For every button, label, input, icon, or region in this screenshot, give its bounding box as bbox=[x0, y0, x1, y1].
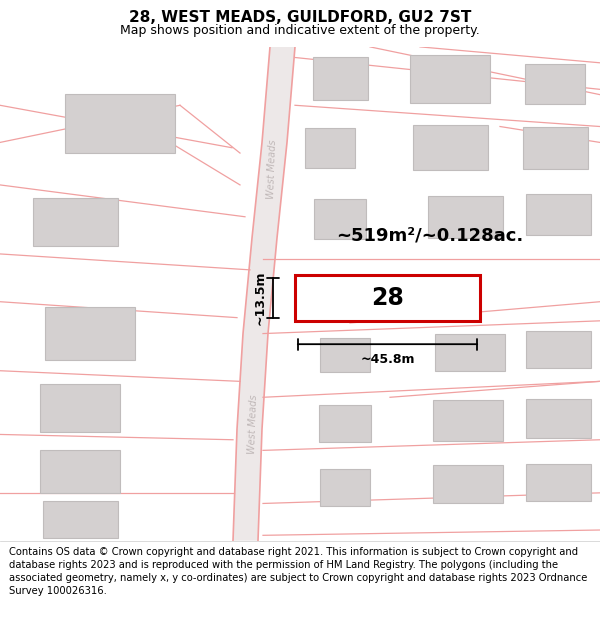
Bar bbox=[525, 64, 585, 104]
Bar bbox=[313, 58, 367, 100]
Bar bbox=[40, 384, 120, 432]
Bar bbox=[65, 94, 175, 152]
Bar bbox=[314, 199, 366, 239]
Bar bbox=[40, 451, 120, 493]
Text: ~13.5m: ~13.5m bbox=[254, 271, 267, 325]
Bar bbox=[320, 338, 370, 372]
Text: ~519m²/~0.128ac.: ~519m²/~0.128ac. bbox=[337, 227, 524, 245]
Text: 28, WEST MEADS, GUILDFORD, GU2 7ST: 28, WEST MEADS, GUILDFORD, GU2 7ST bbox=[129, 10, 471, 25]
Bar bbox=[305, 127, 355, 168]
Bar bbox=[45, 307, 135, 360]
Bar bbox=[43, 501, 118, 538]
Bar bbox=[320, 469, 370, 506]
Bar bbox=[433, 401, 503, 441]
Bar bbox=[433, 465, 503, 504]
Bar bbox=[523, 126, 587, 169]
Bar bbox=[295, 275, 480, 321]
Text: ~45.8m: ~45.8m bbox=[360, 352, 415, 366]
Bar bbox=[410, 55, 490, 102]
Bar bbox=[32, 198, 118, 246]
Bar bbox=[526, 464, 590, 501]
Bar bbox=[427, 196, 503, 238]
Bar bbox=[526, 331, 590, 368]
Polygon shape bbox=[233, 47, 295, 541]
Text: Map shows position and indicative extent of the property.: Map shows position and indicative extent… bbox=[120, 24, 480, 36]
Text: West Meads: West Meads bbox=[266, 139, 278, 199]
Bar bbox=[526, 194, 590, 235]
Bar bbox=[526, 399, 590, 437]
Bar bbox=[413, 126, 487, 170]
Text: Contains OS data © Crown copyright and database right 2021. This information is : Contains OS data © Crown copyright and d… bbox=[9, 546, 587, 596]
Bar bbox=[319, 405, 371, 442]
Text: 28: 28 bbox=[371, 286, 404, 310]
Text: West Meads: West Meads bbox=[247, 394, 259, 454]
Bar bbox=[435, 334, 505, 371]
